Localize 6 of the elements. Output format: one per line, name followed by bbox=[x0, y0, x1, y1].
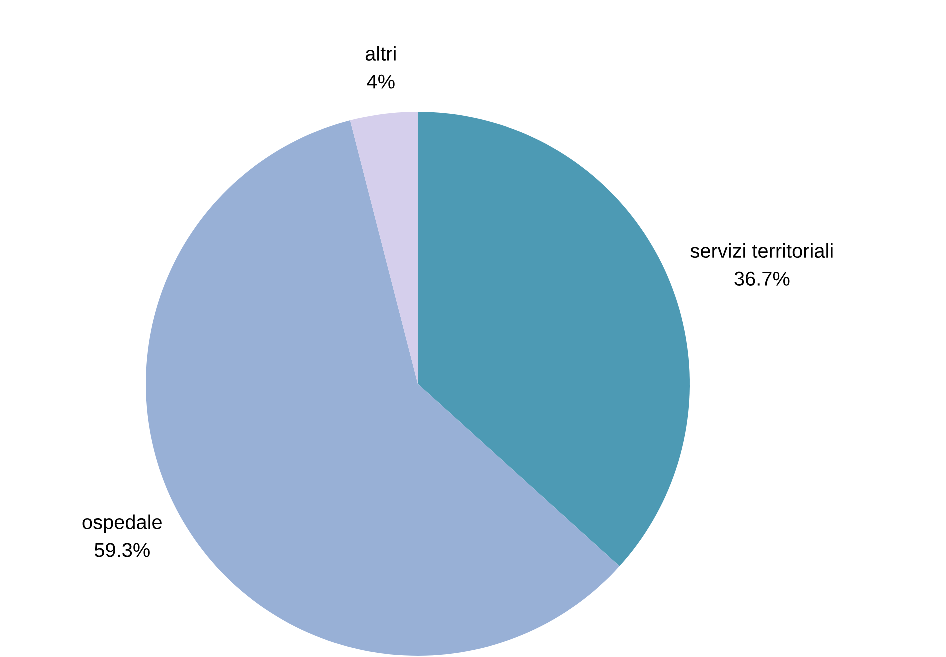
slice-label: servizi territoriali bbox=[690, 243, 833, 258]
data-label: 4% bbox=[367, 74, 395, 89]
data-label: 59.3% bbox=[94, 543, 150, 558]
data-label: 36.7% bbox=[734, 272, 790, 286]
slice-label: altri bbox=[366, 46, 396, 61]
slice-label: ospedale bbox=[82, 514, 162, 534]
